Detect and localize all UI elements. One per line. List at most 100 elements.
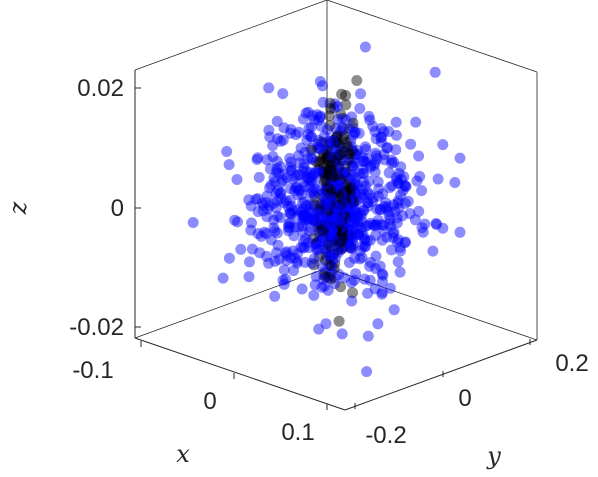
scatter-point-black xyxy=(313,226,325,238)
scatter-point-blue xyxy=(336,201,347,213)
scatter-point-blue xyxy=(356,209,367,221)
scatter-point-blue xyxy=(278,264,290,276)
scatter-point-blue xyxy=(352,149,364,160)
scatter-point-blue xyxy=(321,124,333,136)
scatter-point-black xyxy=(342,229,354,241)
scatter-point-blue xyxy=(304,206,316,218)
scatter-point-blue xyxy=(272,185,284,196)
scatter-point-blue xyxy=(329,272,341,283)
scatter-point-black xyxy=(318,269,330,281)
scatter-point-blue xyxy=(296,220,308,232)
scatter-point-blue xyxy=(392,197,404,209)
scatter-point-blue xyxy=(303,122,315,134)
scatter-point-blue xyxy=(363,175,375,187)
scatter-point-blue xyxy=(376,288,388,300)
scatter-point-blue xyxy=(343,173,355,185)
scatter-point-blue xyxy=(324,225,336,237)
scatter-point-blue xyxy=(328,215,339,226)
scatter-point-blue xyxy=(339,154,351,166)
scatter-point-blue xyxy=(371,153,383,165)
scatter-point-black xyxy=(326,189,338,201)
scatter-point-blue xyxy=(283,221,295,233)
scatter-point-blue xyxy=(297,215,309,227)
scatter-point-black xyxy=(324,120,336,132)
scatter-point-blue xyxy=(363,110,375,122)
scatter-point-black xyxy=(320,183,332,195)
scatter-point-blue xyxy=(305,131,317,143)
scatter-point-blue xyxy=(320,215,332,227)
scatter-point-blue xyxy=(346,191,358,203)
scatter-point-blue xyxy=(427,245,439,257)
scatter-point-blue xyxy=(360,156,372,168)
scatter-point-blue xyxy=(419,218,431,230)
scatter-point-blue xyxy=(391,212,403,224)
scatter-point-blue xyxy=(313,228,325,240)
scatter-point-blue xyxy=(336,140,348,152)
scatter-point-blue xyxy=(268,197,280,209)
scatter-point-blue xyxy=(359,180,371,192)
scatter-point-black xyxy=(336,208,348,220)
scatter-point-blue xyxy=(314,211,326,223)
scatter-point-blue xyxy=(285,156,297,168)
scatter-point-blue xyxy=(343,198,355,209)
scatter-point-black xyxy=(330,228,342,240)
scatter-point-black xyxy=(335,230,347,242)
scatter-point-black xyxy=(330,136,342,148)
scatter-point-blue xyxy=(299,146,311,158)
scatter-point-black xyxy=(340,99,352,111)
scatter-point-blue xyxy=(395,189,407,201)
scatter-point-blue xyxy=(346,224,358,236)
scatter-point-blue xyxy=(324,251,336,263)
scatter-point-black xyxy=(338,130,350,142)
scatter-point-blue xyxy=(327,180,339,192)
scatter-point-blue xyxy=(320,318,332,330)
scatter-point-blue xyxy=(339,208,351,220)
scatter-point-blue xyxy=(346,160,358,172)
scatter-point-blue xyxy=(333,214,345,226)
scatter-point-blue xyxy=(332,217,344,229)
scatter-point-blue xyxy=(281,246,293,258)
scatter-point-blue xyxy=(260,228,272,240)
scatter-point-blue xyxy=(354,253,366,265)
scatter-point-blue xyxy=(338,228,350,240)
scatter-point-blue xyxy=(306,110,318,122)
scatter-point-blue xyxy=(367,219,379,231)
scatter-point-blue xyxy=(413,205,425,217)
scatter-point-blue xyxy=(337,226,349,238)
scatter-point-blue xyxy=(348,274,360,286)
scatter-point-black xyxy=(336,216,348,228)
scatter-point-blue xyxy=(348,157,360,169)
scatter-point-blue xyxy=(402,195,414,207)
y-tick-label-low: -0.2 xyxy=(365,422,406,449)
scatter-point-blue xyxy=(319,192,331,203)
scatter-point-blue xyxy=(330,205,342,217)
scatter-point-blue xyxy=(333,159,345,171)
scatter-point-blue xyxy=(345,230,357,242)
scatter-point-blue xyxy=(271,166,282,178)
scatter-point-blue xyxy=(390,116,402,128)
scatter-point-blue xyxy=(373,183,385,195)
scatter-point-blue xyxy=(347,160,358,172)
scatter-point-blue xyxy=(261,190,273,202)
scatter-point-blue xyxy=(345,140,357,152)
scatter-point-black xyxy=(334,149,346,161)
scatter-point-blue xyxy=(330,159,342,171)
plot-box xyxy=(134,0,538,341)
scatter-point-blue xyxy=(293,221,305,233)
scatter-point-blue xyxy=(352,194,364,206)
scatter-point-blue xyxy=(323,216,335,228)
scatter-point-blue xyxy=(390,171,402,183)
scatter-point-blue xyxy=(322,213,334,225)
scatter-point-blue xyxy=(354,168,365,180)
scatter-point-blue xyxy=(328,179,340,191)
scatter-point-blue xyxy=(380,197,392,209)
scatter-point-blue xyxy=(416,185,428,197)
scatter-point-blue xyxy=(437,139,449,151)
scatter-point-black xyxy=(341,185,353,196)
scatter-point-blue xyxy=(350,213,361,225)
scatter-point-blue xyxy=(370,263,381,274)
scatter-point-blue xyxy=(399,180,411,192)
scatter-point-blue xyxy=(332,208,344,220)
scatter-point-black xyxy=(333,235,345,247)
